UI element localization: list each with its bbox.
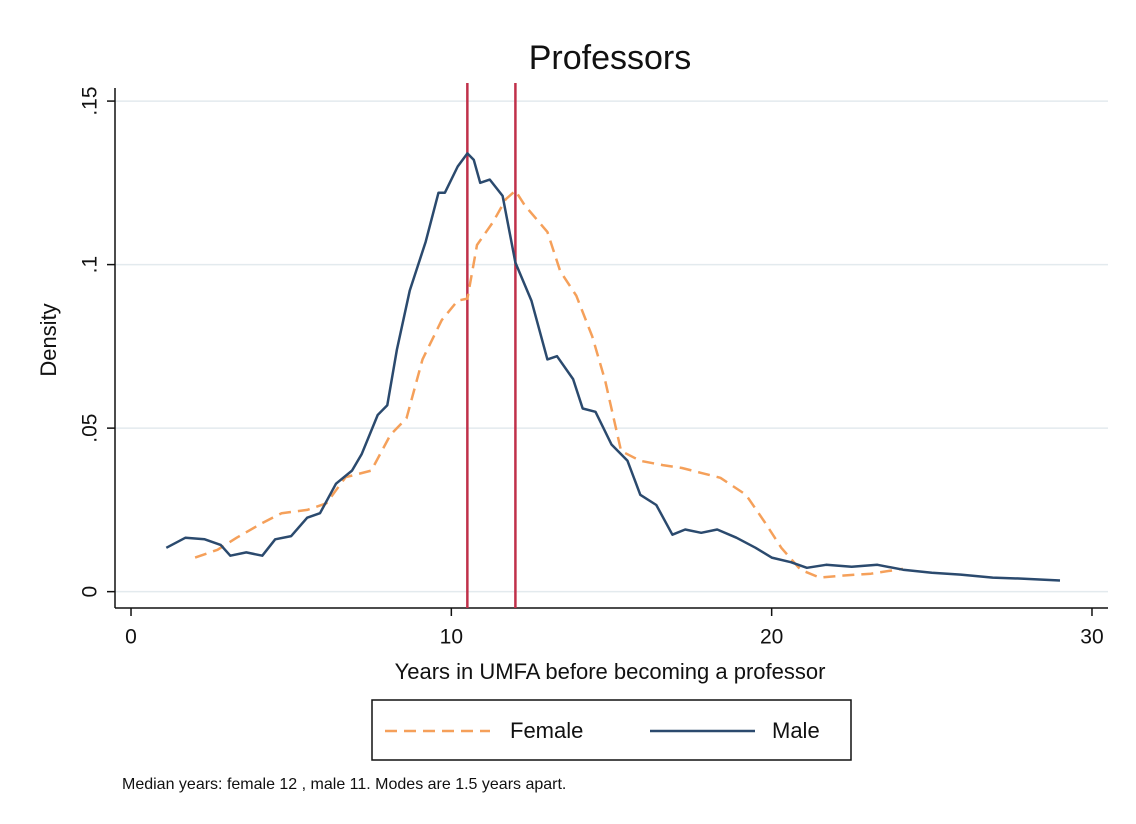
y-axis-label: Density (36, 303, 61, 376)
x-tick-label: 10 (440, 626, 463, 649)
x-tick-label: 30 (1080, 626, 1103, 649)
line-female (194, 189, 904, 579)
legend-label: Female (510, 718, 583, 743)
y-tick-label: .05 (79, 414, 102, 443)
x-tick-label: 0 (125, 626, 137, 649)
x-tick-label: 20 (760, 626, 783, 649)
legend-label: Male (772, 718, 820, 743)
y-tick-label: 0 (79, 586, 102, 598)
chart-title: Professors (529, 39, 692, 77)
y-tick-label: .15 (79, 86, 102, 115)
y-tick-label: .1 (79, 256, 102, 274)
x-axis-label: Years in UMFA before becoming a professo… (395, 659, 826, 684)
note: Median years: female 12 , male 11. Modes… (122, 776, 566, 793)
line-male (165, 152, 1061, 582)
